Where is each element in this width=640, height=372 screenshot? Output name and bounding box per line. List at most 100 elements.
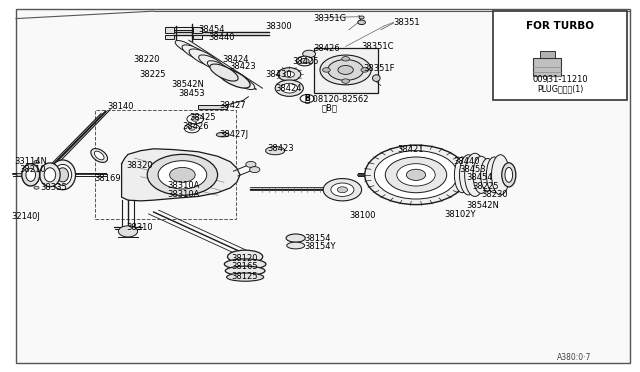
Text: 38430: 38430 <box>266 70 292 79</box>
Ellipse shape <box>217 68 250 88</box>
Text: 38225: 38225 <box>140 70 166 79</box>
Ellipse shape <box>224 259 266 269</box>
Circle shape <box>300 94 314 103</box>
Ellipse shape <box>210 64 238 81</box>
Bar <box>198 105 227 109</box>
Circle shape <box>338 65 353 74</box>
Text: 38335: 38335 <box>40 183 67 192</box>
Text: 38310: 38310 <box>126 223 153 232</box>
Text: 38421: 38421 <box>397 145 423 154</box>
Text: 38102Y: 38102Y <box>444 210 476 219</box>
Bar <box>165 35 174 39</box>
Ellipse shape <box>465 153 485 196</box>
Ellipse shape <box>54 164 72 185</box>
Ellipse shape <box>473 156 490 193</box>
Circle shape <box>170 167 195 182</box>
Circle shape <box>342 57 349 61</box>
Text: 38351F: 38351F <box>363 64 394 73</box>
Ellipse shape <box>40 163 60 187</box>
Circle shape <box>328 60 364 80</box>
Circle shape <box>184 124 200 133</box>
Text: 33114N: 33114N <box>14 157 47 166</box>
Circle shape <box>406 169 426 180</box>
Circle shape <box>331 183 354 196</box>
Bar <box>493 11 627 100</box>
Ellipse shape <box>372 75 380 81</box>
Ellipse shape <box>505 167 513 182</box>
Ellipse shape <box>225 266 265 275</box>
Text: 38542N: 38542N <box>172 80 204 89</box>
Text: 38320: 38320 <box>126 161 153 170</box>
Ellipse shape <box>286 234 305 242</box>
Text: 38440: 38440 <box>208 33 234 42</box>
Text: 38426: 38426 <box>182 122 209 131</box>
Ellipse shape <box>454 157 470 193</box>
Bar <box>193 35 202 39</box>
Text: 38154: 38154 <box>305 234 331 243</box>
Bar <box>314 48 378 93</box>
Circle shape <box>365 145 467 205</box>
Circle shape <box>118 226 138 237</box>
Bar <box>533 58 561 76</box>
Text: 38427: 38427 <box>219 101 246 110</box>
Circle shape <box>191 117 199 121</box>
Circle shape <box>187 114 204 124</box>
Text: 38120: 38120 <box>232 254 258 263</box>
Circle shape <box>250 167 260 173</box>
Text: 38220: 38220 <box>133 55 159 64</box>
Text: 38426: 38426 <box>314 44 340 53</box>
Ellipse shape <box>44 168 56 182</box>
Ellipse shape <box>91 148 108 163</box>
Circle shape <box>278 68 301 81</box>
Text: 38100: 38100 <box>349 211 375 220</box>
Circle shape <box>342 79 349 83</box>
Circle shape <box>189 126 195 130</box>
Circle shape <box>147 154 218 195</box>
Text: 38425: 38425 <box>292 57 319 66</box>
Ellipse shape <box>266 147 285 155</box>
Ellipse shape <box>486 157 502 193</box>
Ellipse shape <box>460 155 477 195</box>
Ellipse shape <box>189 49 218 66</box>
Ellipse shape <box>492 155 509 195</box>
Circle shape <box>284 71 294 77</box>
Text: 38125: 38125 <box>232 272 258 280</box>
Circle shape <box>34 186 39 189</box>
Ellipse shape <box>207 61 230 75</box>
Circle shape <box>374 151 458 199</box>
Circle shape <box>358 20 365 25</box>
Text: 38453: 38453 <box>178 89 205 97</box>
Ellipse shape <box>198 55 224 70</box>
Text: 38310A: 38310A <box>168 190 200 199</box>
Ellipse shape <box>22 164 40 186</box>
Circle shape <box>34 160 39 163</box>
Circle shape <box>323 179 362 201</box>
Text: 38423: 38423 <box>229 62 256 71</box>
Text: B: B <box>305 94 310 103</box>
Circle shape <box>246 161 256 167</box>
Text: 32140J: 32140J <box>12 212 40 221</box>
Text: 38424: 38424 <box>275 84 301 93</box>
Text: 38210: 38210 <box>19 165 45 174</box>
Bar <box>95 110 236 219</box>
Polygon shape <box>122 149 240 201</box>
Text: 38165: 38165 <box>232 262 259 271</box>
Text: Ⓑ 08120-82562: Ⓑ 08120-82562 <box>305 95 368 104</box>
Ellipse shape <box>175 41 198 55</box>
Ellipse shape <box>481 158 495 191</box>
Text: 38351: 38351 <box>394 18 420 27</box>
Circle shape <box>281 83 298 93</box>
Circle shape <box>275 80 303 96</box>
Text: 38454: 38454 <box>466 173 492 182</box>
Text: 38351G: 38351G <box>314 14 347 23</box>
Ellipse shape <box>57 168 68 182</box>
Text: 38423: 38423 <box>268 144 294 153</box>
Ellipse shape <box>94 151 104 160</box>
Ellipse shape <box>232 76 255 90</box>
Text: 38140: 38140 <box>108 102 134 110</box>
Text: 38169: 38169 <box>95 174 122 183</box>
Circle shape <box>158 161 207 189</box>
Text: （B）: （B） <box>321 103 337 112</box>
Bar <box>540 51 555 58</box>
Circle shape <box>361 68 369 72</box>
